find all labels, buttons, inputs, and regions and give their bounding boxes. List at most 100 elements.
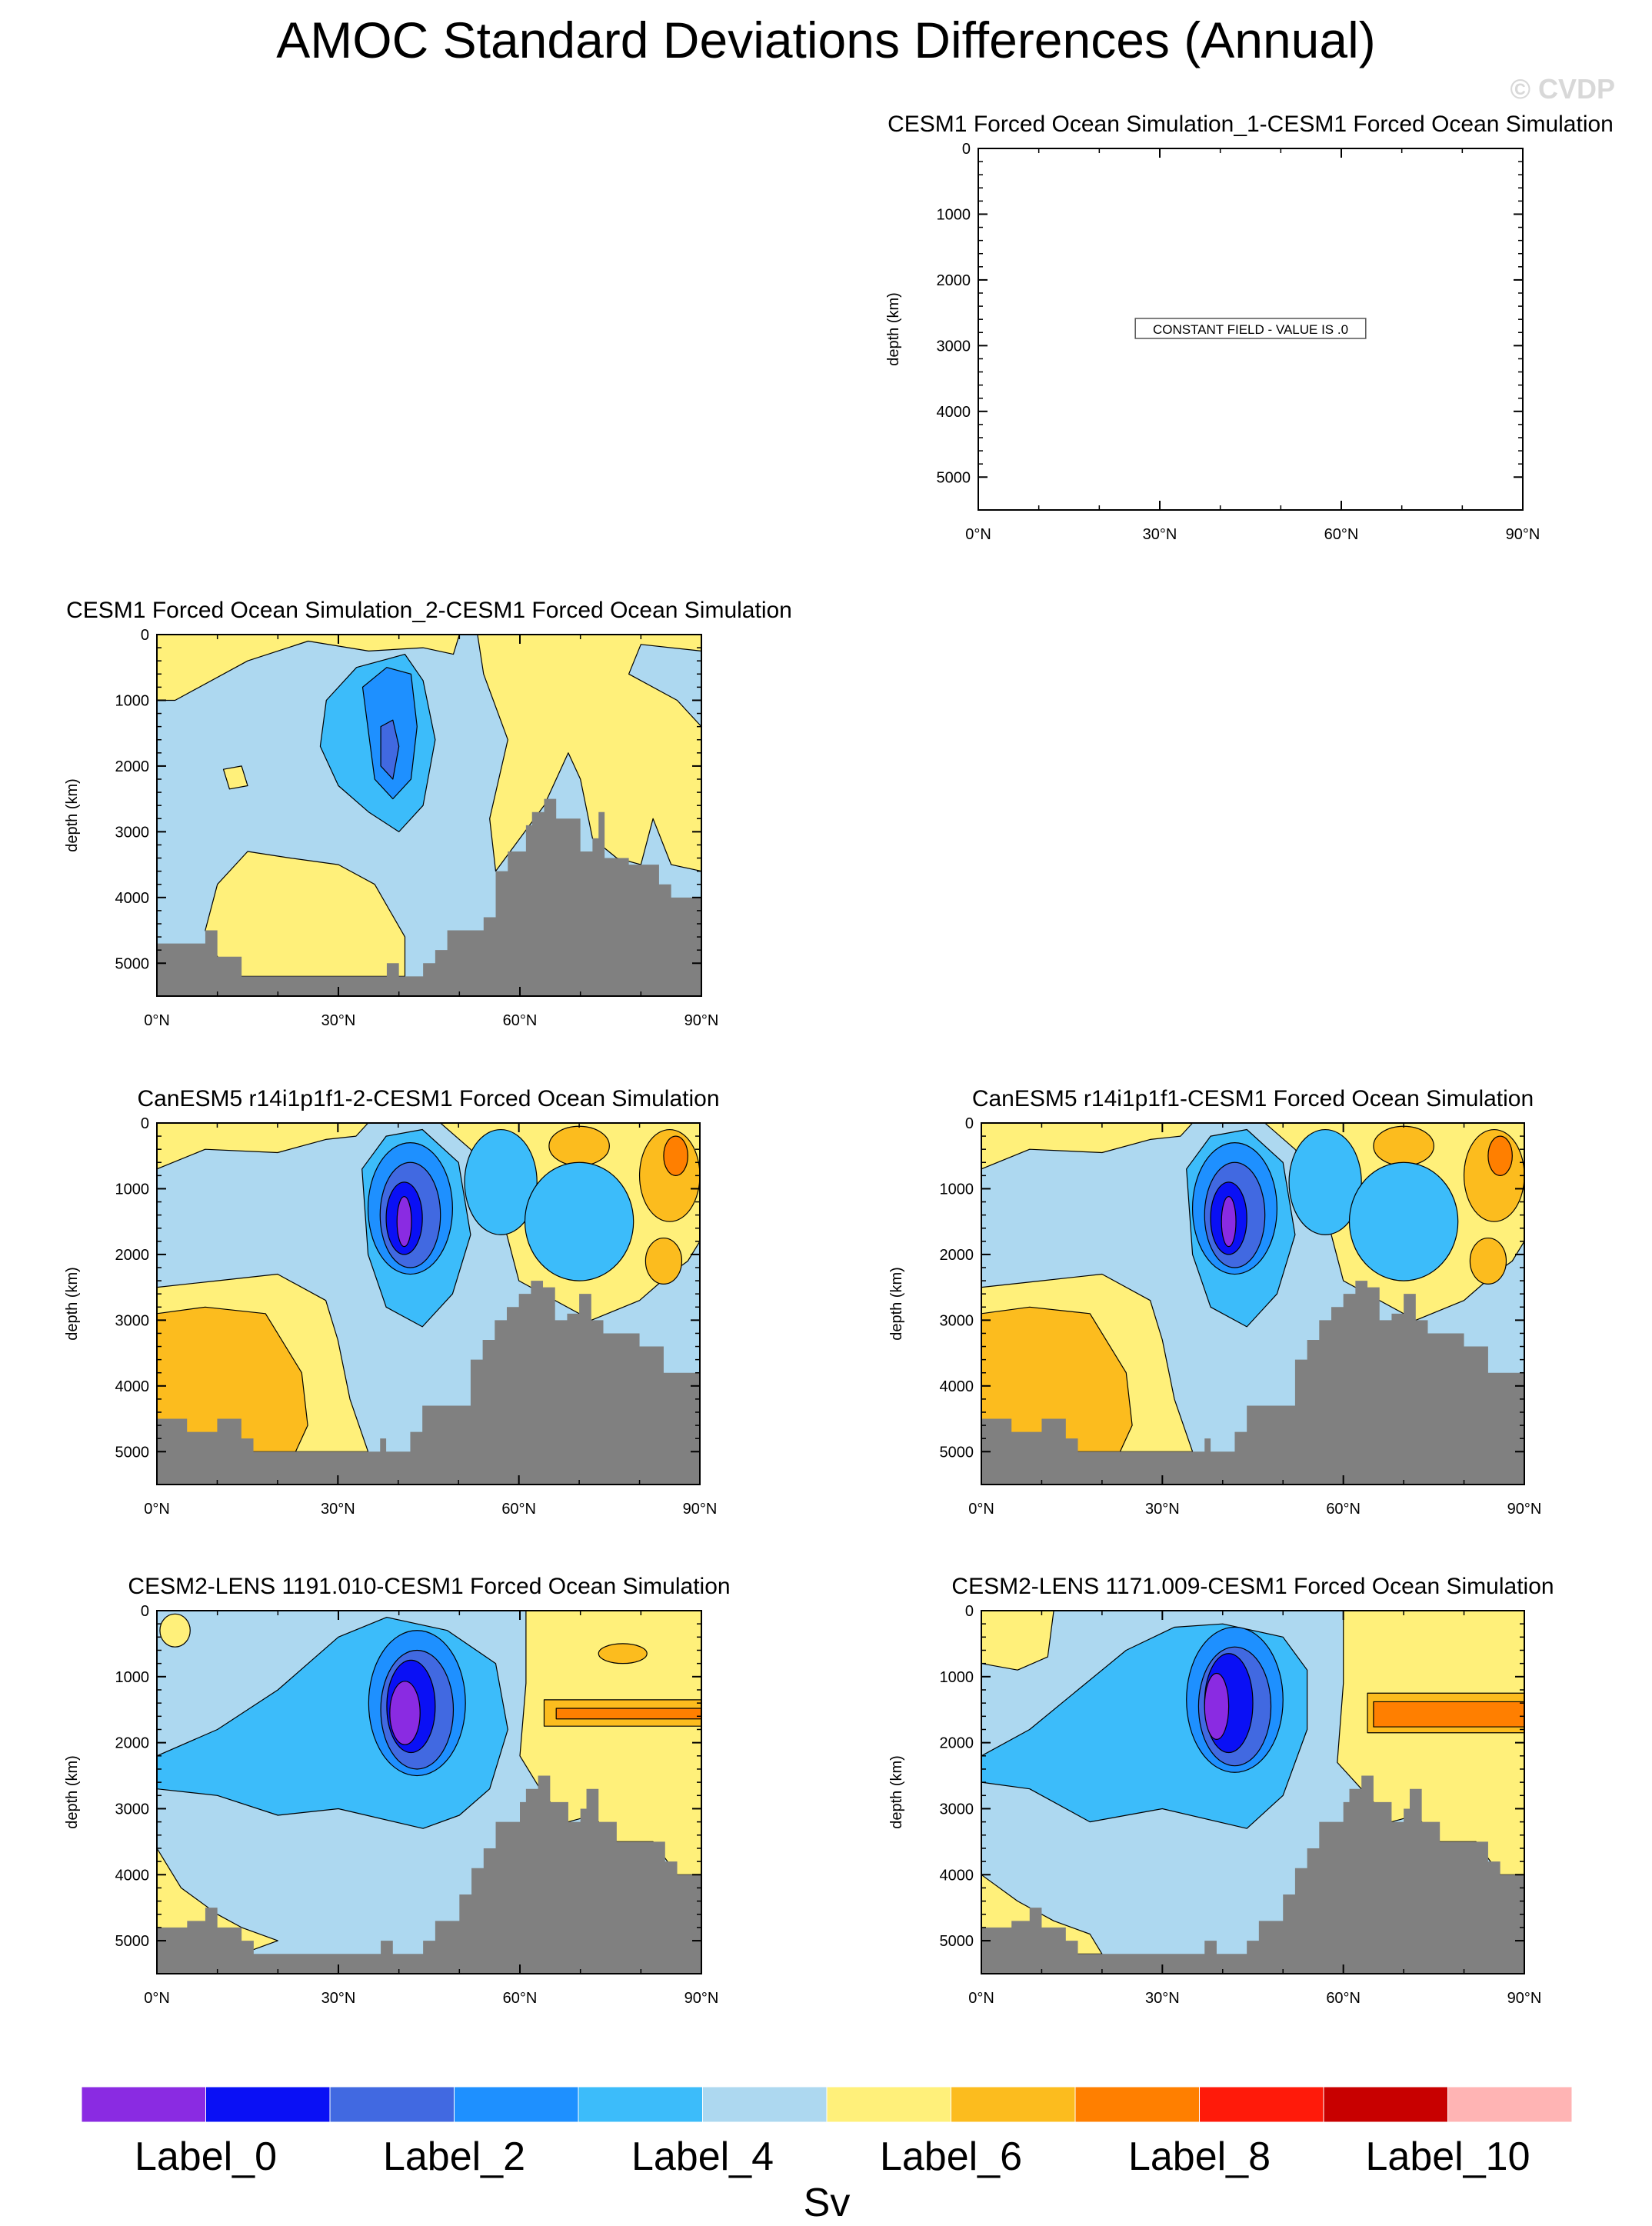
panel-title: CESM2-LENS 1191.010-CESM1 Forced Ocean S… [128, 1574, 730, 1599]
land-mask [157, 1775, 701, 1974]
y-axis-label: depth (km) [64, 778, 81, 852]
y-axis-label: depth (km) [888, 1267, 905, 1341]
contour-region [1373, 1125, 1434, 1167]
colorbar-swatch [454, 2086, 579, 2123]
figure-title: AMOC Standard Deviations Differences (An… [276, 12, 1375, 68]
plot-area [157, 1611, 701, 1974]
y-tick-label: 1000 [940, 1181, 974, 1198]
map-panel-4: 0 1000 2000 3000 4000 5000 0°N 30°N 60°N 90°N CanE… [888, 1086, 1541, 1518]
map-panel-3: 0 1000 2000 3000 4000 5000 0°N 30°N 60°N 90°N CanE… [64, 1086, 720, 1518]
y-tick-label: 2000 [937, 272, 971, 289]
y-tick-label: 0 [141, 1115, 149, 1132]
plot-border [156, 634, 702, 997]
map-panel-1: CONSTANT FIELD - VALUE IS .0 0 1000 2000 300… [885, 112, 1614, 543]
plot-border [156, 1610, 702, 1974]
y-tick-label: 3000 [940, 1312, 974, 1329]
plot-area [981, 1123, 1524, 1485]
y-tick-label: 3000 [940, 1801, 974, 1818]
plot-border [978, 148, 1524, 511]
y-axis-label: depth (km) [64, 1267, 81, 1341]
contour-region [555, 1708, 701, 1720]
y-tick-label: 0 [141, 1603, 149, 1620]
x-tick-label: 60°N [503, 1990, 538, 2007]
y-tick-label: 4000 [937, 404, 971, 421]
y-tick-label: 2000 [940, 1735, 974, 1752]
colorbar-label: Label_6 [880, 2134, 1022, 2179]
contour-region [644, 1237, 683, 1285]
y-tick-label: 5000 [115, 955, 150, 972]
colorbar-label: Label_2 [383, 2134, 525, 2179]
x-tick-label: 30°N [1145, 1501, 1180, 1518]
contour-region [380, 719, 400, 780]
x-tick-label: 0°N [968, 1501, 994, 1518]
y-axis-label: depth (km) [885, 292, 902, 366]
contour-region [981, 1123, 1194, 1170]
y-tick-label: 0 [141, 627, 149, 644]
copyright-label: © CVDP [1510, 73, 1615, 105]
x-tick-label: 60°N [501, 1501, 536, 1518]
x-tick-label: 0°N [144, 1990, 170, 2007]
y-tick-label: 4000 [115, 890, 150, 907]
colorbar-swatch [329, 2086, 455, 2123]
x-tick-label: 60°N [1324, 526, 1359, 543]
y-tick-label: 2000 [940, 1247, 974, 1264]
colorbar-swatch [1074, 2086, 1200, 2123]
contour-region [396, 1196, 412, 1248]
y-tick-label: 4000 [115, 1867, 150, 1884]
y-tick-label: 1000 [940, 1669, 974, 1686]
contour-region [1288, 1128, 1362, 1235]
contour-region [1469, 1237, 1507, 1285]
y-tick-label: 0 [965, 1603, 974, 1620]
x-tick-label: 60°N [1326, 1990, 1361, 2007]
contour-region [981, 1611, 1054, 1671]
x-tick-label: 90°N [1507, 1501, 1542, 1518]
y-tick-label: 2000 [115, 1247, 150, 1264]
x-tick-label: 60°N [1326, 1501, 1361, 1518]
map-panel-6: 0 1000 2000 3000 4000 5000 0°N 30°N 60°N 90°N CESM… [888, 1574, 1554, 2007]
x-tick-label: 30°N [321, 1990, 356, 2007]
colorbar-swatch [951, 2086, 1076, 2123]
plot-area: CONSTANT FIELD - VALUE IS .0 [1134, 318, 1367, 339]
y-tick-label: 5000 [940, 1444, 974, 1461]
contour-region [663, 1135, 688, 1176]
x-tick-label: 30°N [1145, 1990, 1180, 2007]
x-tick-label: 0°N [965, 526, 991, 543]
colorbar-swatch [702, 2086, 828, 2123]
x-tick-label: 30°N [321, 1012, 356, 1029]
y-tick-label: 3000 [115, 1801, 150, 1818]
contour-region [464, 1128, 538, 1235]
colorbar-label: Label_10 [1366, 2134, 1530, 2179]
x-tick-label: 90°N [1506, 526, 1540, 543]
y-tick-label: 5000 [940, 1933, 974, 1950]
colorbar-swatch [205, 2086, 331, 2123]
contour-region [389, 1681, 421, 1745]
x-tick-label: 90°N [684, 1990, 719, 2007]
panel-title: CESM2-LENS 1171.009-CESM1 Forced Ocean S… [951, 1574, 1554, 1599]
colorbar-label: Label_8 [1128, 2134, 1271, 2179]
contour-region [548, 1125, 610, 1167]
land-mask [157, 798, 701, 996]
colorbar-swatch [81, 2086, 206, 2123]
colorbar-label: Label_0 [135, 2134, 277, 2179]
panels-group: CONSTANT FIELD - VALUE IS .0 0 1000 2000 300… [64, 112, 1614, 2007]
y-tick-label: 3000 [937, 338, 971, 355]
land-mask [157, 1281, 700, 1485]
colorbar-swatch [578, 2086, 703, 2123]
y-tick-label: 5000 [115, 1444, 150, 1461]
map-panel-5: 0 1000 2000 3000 4000 5000 0°N 30°N 60°N 90°N CESM… [64, 1574, 731, 2007]
colorbar-swatch [826, 2086, 951, 2123]
contour-region [159, 1613, 191, 1648]
panel-title: CanESM5 r14i1p1f1-2-CESM1 Forced Ocean S… [137, 1086, 719, 1111]
y-tick-label: 2000 [115, 758, 150, 775]
panel-title: CanESM5 r14i1p1f1-CESM1 Forced Ocean Sim… [972, 1086, 1534, 1111]
plot-border [981, 1610, 1525, 1974]
x-tick-label: 90°N [683, 1501, 718, 1518]
y-tick-label: 4000 [940, 1867, 974, 1884]
y-tick-label: 1000 [937, 206, 971, 223]
x-tick-label: 30°N [1143, 526, 1177, 543]
panel-title: CESM1 Forced Ocean Simulation_2-CESM1 Fo… [66, 598, 792, 623]
colorbar-units: Sv [804, 2181, 851, 2225]
x-tick-label: 90°N [1507, 1990, 1542, 2007]
